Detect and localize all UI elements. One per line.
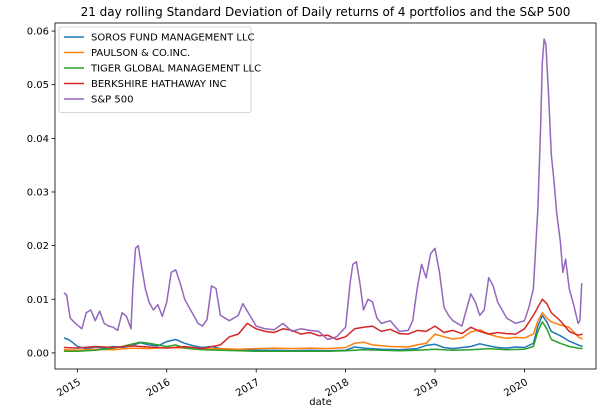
plot-frame <box>54 22 597 370</box>
legend-label-4: S&P 500 <box>91 95 133 106</box>
series-line-2 <box>63 321 583 353</box>
legend-label-0: SOROS FUND MANAGEMENT LLC <box>91 33 255 44</box>
y-tick-label-4: 0.04 <box>27 134 49 145</box>
series-line-4 <box>63 38 583 341</box>
x-axis-label: date <box>309 397 332 408</box>
plot-area <box>54 22 597 370</box>
x-tick-label-1: 2016 <box>145 377 173 399</box>
y-tick-label-5: 0.05 <box>27 80 49 91</box>
x-axis: 2015 2016 2017 2018 2019 2020 <box>55 369 530 399</box>
y-tick-label-2: 0.02 <box>27 241 49 252</box>
y-axis: 0.00 0.01 0.02 0.03 0.04 0.05 0.06 <box>27 27 55 359</box>
x-tick-label-3: 2018 <box>324 377 352 399</box>
y-tick-label-1: 0.01 <box>27 295 49 306</box>
legend-box <box>58 26 252 113</box>
chart-title: 21 day rolling Standard Deviation of Dai… <box>81 5 571 19</box>
y-tick-label-6: 0.06 <box>27 27 49 38</box>
x-tick-label-0: 2015 <box>55 377 83 399</box>
x-tick-label-4: 2019 <box>413 377 441 399</box>
series-line-1 <box>63 311 583 351</box>
y-tick-label-3: 0.03 <box>27 187 49 198</box>
legend-label-2: TIGER GLOBAL MANAGEMENT LLC <box>90 64 261 75</box>
legend-label-1: PAULSON & CO.INC. <box>91 48 190 59</box>
x-tick-label-2: 2017 <box>234 377 262 399</box>
legend: SOROS FUND MANAGEMENT LLC PAULSON & CO.IN… <box>58 26 261 113</box>
y-tick-label-0: 0.00 <box>27 348 49 359</box>
legend-label-3: BERKSHIRE HATHAWAY INC <box>91 79 227 90</box>
series-line-3 <box>63 298 583 350</box>
x-tick-label-5: 2020 <box>502 377 530 399</box>
